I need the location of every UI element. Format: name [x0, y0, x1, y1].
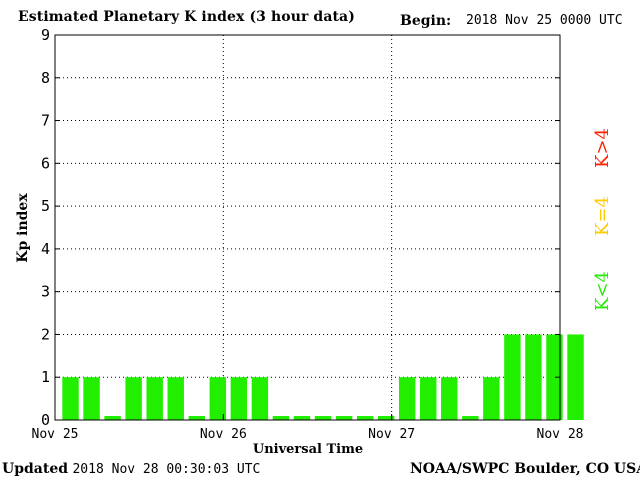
kp-bar-3	[125, 377, 142, 420]
kp-bar-7	[209, 377, 227, 420]
legend-k-equal-4: K=4	[592, 196, 613, 236]
plot-frame	[54, 34, 561, 421]
kp-bar-16	[398, 377, 416, 420]
begin-value: 2018 Nov 25 0000 UTC	[466, 13, 623, 28]
kp-bar-20	[483, 377, 500, 420]
legend-k-less-4: K<4	[592, 271, 613, 311]
y-tick-label-5: 5	[41, 197, 50, 215]
x-tick-label-2: Nov 27	[368, 427, 415, 442]
updated-value: 2018 Nov 28 00:30:03 UTC	[72, 462, 261, 477]
y-tick-labels: 0 1 2 3 4 5 6 7 8 9	[41, 26, 50, 429]
kp-bar-15	[377, 416, 395, 420]
x-axis-label: Universal Time	[253, 442, 363, 457]
y-tick-label-9: 9	[41, 26, 50, 44]
y-tick-label-8: 8	[41, 69, 50, 87]
chart-title: Estimated Planetary K index (3 hour data…	[18, 9, 355, 25]
kp-bar-8	[230, 377, 248, 420]
legend-k-greater-4: K>4	[592, 128, 613, 168]
kp-bar-13	[335, 416, 353, 420]
kp-bar-17	[420, 377, 437, 420]
footer-updated: Updated 2018 Nov 28 00:30:03 UTC	[2, 461, 260, 477]
y-tick-label-6: 6	[41, 154, 50, 172]
y-tick-label-3: 3	[41, 283, 50, 301]
y-tick-label-4: 4	[41, 240, 50, 258]
kp-bar-4	[146, 377, 163, 420]
kp-bar-0	[62, 377, 79, 420]
ticks-layer	[54, 34, 561, 421]
kp-bar-11	[293, 416, 311, 420]
kp-bar-6	[188, 416, 205, 420]
kp-bar-14	[356, 416, 374, 420]
kp-bar-2	[104, 416, 121, 420]
y-tick-label-0: 0	[41, 411, 50, 429]
grid-layer	[55, 35, 560, 420]
kp-bar-12	[314, 416, 332, 420]
updated-label: Updated	[2, 461, 69, 477]
y-tick-label-1: 1	[41, 368, 50, 386]
kp-bar-24	[567, 334, 584, 420]
y-axis-label: Kp index	[15, 193, 31, 263]
kp-bar-19	[462, 416, 479, 420]
kp-bar-1	[83, 377, 100, 420]
y-tick-label-7: 7	[41, 112, 50, 130]
kp-bar-18	[441, 377, 458, 420]
kp-bar-5	[167, 377, 184, 420]
y-tick-label-2: 2	[41, 325, 50, 343]
x-tick-label-0: Nov 25	[32, 427, 79, 442]
kp-bar-21	[504, 334, 521, 420]
begin-label: Begin:	[400, 13, 452, 29]
kp-bar-23	[546, 334, 563, 420]
kp-bar-9	[251, 377, 269, 420]
footer-source: NOAA/SWPC Boulder, CO USA	[410, 461, 640, 477]
x-tick-label-1: Nov 26	[200, 427, 247, 442]
kp-bar-10	[272, 416, 290, 420]
kp-bar-22	[525, 334, 542, 420]
bars-layer	[62, 334, 584, 420]
x-tick-labels: Nov 25 Nov 26 Nov 27 Nov 28	[32, 427, 584, 442]
x-tick-label-3: Nov 28	[537, 427, 584, 442]
